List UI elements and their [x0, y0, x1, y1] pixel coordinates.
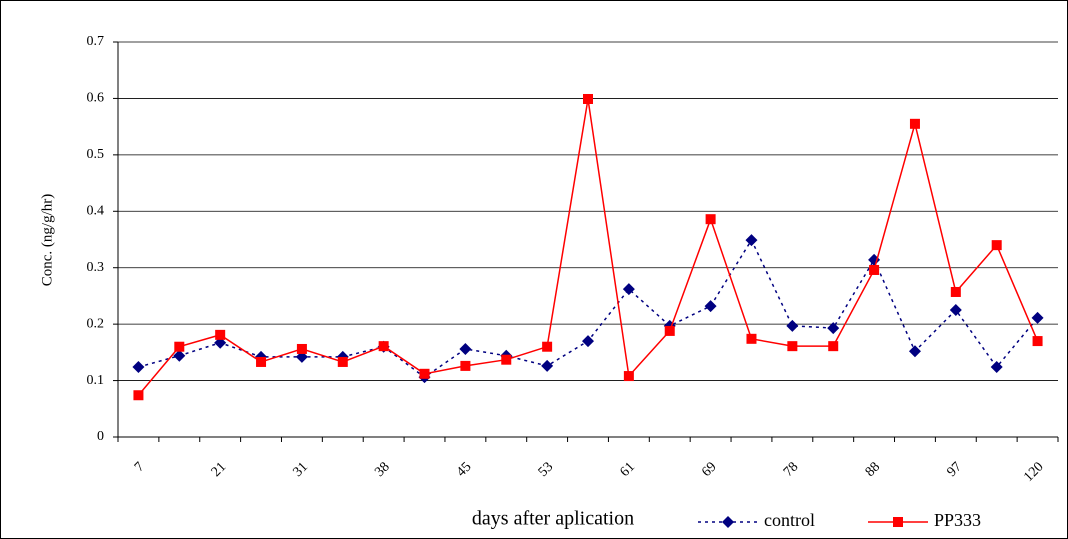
y-tick-label: 0.5 — [87, 147, 105, 162]
legend-marker — [893, 517, 903, 527]
data-point — [542, 342, 552, 352]
y-tick-label: 0.2 — [87, 316, 105, 331]
x-axis-title: days after aplication — [472, 508, 634, 530]
data-point — [665, 326, 675, 336]
data-point — [583, 94, 593, 104]
data-point — [338, 357, 348, 367]
data-point — [869, 265, 879, 275]
y-tick-label: 0.6 — [87, 91, 105, 106]
data-point — [256, 357, 266, 367]
data-point — [501, 355, 511, 365]
chart: Conc. (ng/g/hr) days after aplication 0 0… — [0, 0, 1068, 539]
chart-border — [1, 1, 1068, 539]
data-point — [624, 371, 634, 381]
data-point — [1033, 336, 1043, 346]
data-point — [951, 287, 961, 297]
data-point — [828, 341, 838, 351]
data-point — [910, 119, 920, 129]
data-point — [460, 361, 470, 371]
y-tick-label: 0 — [97, 429, 104, 444]
data-point — [215, 330, 225, 340]
y-axis-title: Conc. (ng/g/hr) — [39, 194, 55, 286]
data-point — [420, 369, 430, 379]
y-tick-label: 0.7 — [87, 34, 105, 49]
data-point — [133, 390, 143, 400]
legend-label: PP333 — [934, 510, 981, 530]
y-tick-label: 0.4 — [87, 204, 105, 219]
y-tick-label: 0.3 — [87, 260, 105, 275]
data-point — [992, 240, 1002, 250]
data-point — [174, 342, 184, 352]
y-tick-label: 0.1 — [87, 373, 105, 388]
data-point — [297, 344, 307, 354]
data-point — [746, 334, 756, 344]
data-point — [379, 341, 389, 351]
data-point — [787, 341, 797, 351]
legend-label: control — [764, 510, 815, 530]
data-point — [706, 214, 716, 224]
